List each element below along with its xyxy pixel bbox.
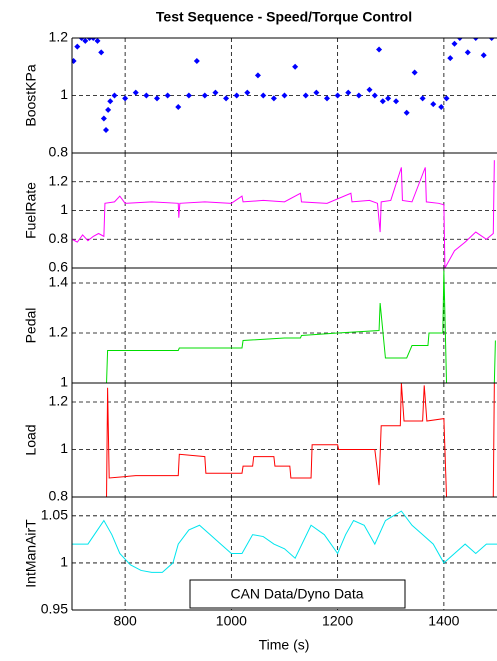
- x-tick-label: 1400: [428, 613, 459, 629]
- y-tick-label: 0.8: [49, 144, 69, 160]
- x-tick-label: 1000: [216, 613, 247, 629]
- point: [447, 55, 454, 62]
- point: [82, 38, 89, 44]
- y-tick-label: 0.8: [49, 230, 69, 246]
- plot: [106, 270, 496, 383]
- point: [193, 58, 200, 64]
- point: [107, 98, 114, 105]
- y-axis-label: IntManAirT: [23, 519, 39, 588]
- point: [393, 98, 400, 105]
- y-tick-label: 1: [60, 374, 68, 390]
- y-axis-label: Load: [23, 424, 39, 455]
- point: [292, 63, 299, 70]
- series-line: [106, 383, 495, 497]
- point: [379, 98, 386, 105]
- point: [345, 89, 352, 96]
- point: [313, 89, 320, 96]
- point: [443, 95, 450, 102]
- x-tick-label: 1200: [322, 613, 353, 629]
- y-axis-label: FuelRate: [23, 182, 39, 239]
- series-line: [106, 270, 496, 383]
- y-tick-label: 0.8: [49, 488, 69, 504]
- point: [366, 86, 373, 93]
- point: [430, 101, 437, 108]
- point: [100, 115, 107, 122]
- y-tick-label: 1.2: [49, 324, 69, 340]
- y-tick-label: 0.95: [41, 601, 68, 617]
- point: [254, 72, 261, 79]
- point: [376, 46, 383, 53]
- point: [472, 38, 479, 41]
- point: [480, 52, 487, 59]
- y-tick-label: 1.2: [49, 172, 69, 188]
- point: [355, 92, 362, 99]
- point: [371, 92, 378, 99]
- y-tick-label: 1: [60, 86, 68, 102]
- point: [488, 38, 495, 41]
- legend-text: CAN Data/Dyno Data: [230, 586, 363, 602]
- point: [98, 49, 105, 56]
- point: [72, 58, 77, 64]
- point: [111, 92, 118, 99]
- point: [94, 38, 101, 44]
- y-tick-label: 0.6: [49, 259, 69, 275]
- y-tick-label: 1: [60, 554, 68, 570]
- x-tick-label: 800: [113, 613, 137, 629]
- point: [233, 92, 240, 99]
- point: [385, 95, 392, 102]
- point: [78, 38, 85, 41]
- x-axis-label: Time (s): [259, 637, 310, 653]
- point: [260, 92, 267, 99]
- plot: [106, 383, 495, 497]
- point: [464, 49, 471, 56]
- plot: [72, 160, 495, 268]
- plot: [72, 38, 495, 133]
- point: [403, 109, 410, 116]
- y-tick-label: 1.2: [49, 393, 69, 409]
- y-axis-label: Pedal: [23, 308, 39, 344]
- point: [175, 104, 182, 110]
- point: [201, 92, 208, 99]
- point: [270, 95, 277, 102]
- point: [132, 89, 139, 96]
- point: [212, 89, 219, 96]
- point: [223, 95, 230, 102]
- y-tick-label: 1: [60, 201, 68, 217]
- point: [334, 92, 341, 99]
- chart-title: Test Sequence - Speed/Torque Control: [156, 9, 412, 25]
- point: [122, 95, 129, 102]
- point: [74, 43, 81, 50]
- series-line: [72, 510, 497, 573]
- point: [419, 95, 426, 102]
- point: [185, 92, 192, 99]
- series-line: [72, 160, 495, 268]
- y-tick-label: 1.4: [49, 274, 69, 290]
- point: [90, 38, 97, 41]
- point: [105, 106, 112, 113]
- y-tick-label: 1.2: [49, 29, 69, 45]
- point: [302, 92, 309, 99]
- point: [244, 89, 251, 96]
- point: [451, 40, 458, 47]
- plot: [72, 510, 497, 573]
- point: [438, 104, 445, 110]
- point: [103, 127, 109, 133]
- point: [164, 92, 171, 99]
- point: [411, 69, 418, 76]
- y-axis-label: BoostKPa: [23, 64, 39, 126]
- point: [324, 95, 330, 102]
- point: [456, 38, 463, 41]
- y-tick-label: 1: [60, 440, 68, 456]
- legend-box: [189, 579, 406, 609]
- point: [154, 95, 160, 102]
- point: [143, 92, 150, 99]
- y-tick-label: 1.05: [41, 507, 68, 523]
- point: [281, 92, 288, 99]
